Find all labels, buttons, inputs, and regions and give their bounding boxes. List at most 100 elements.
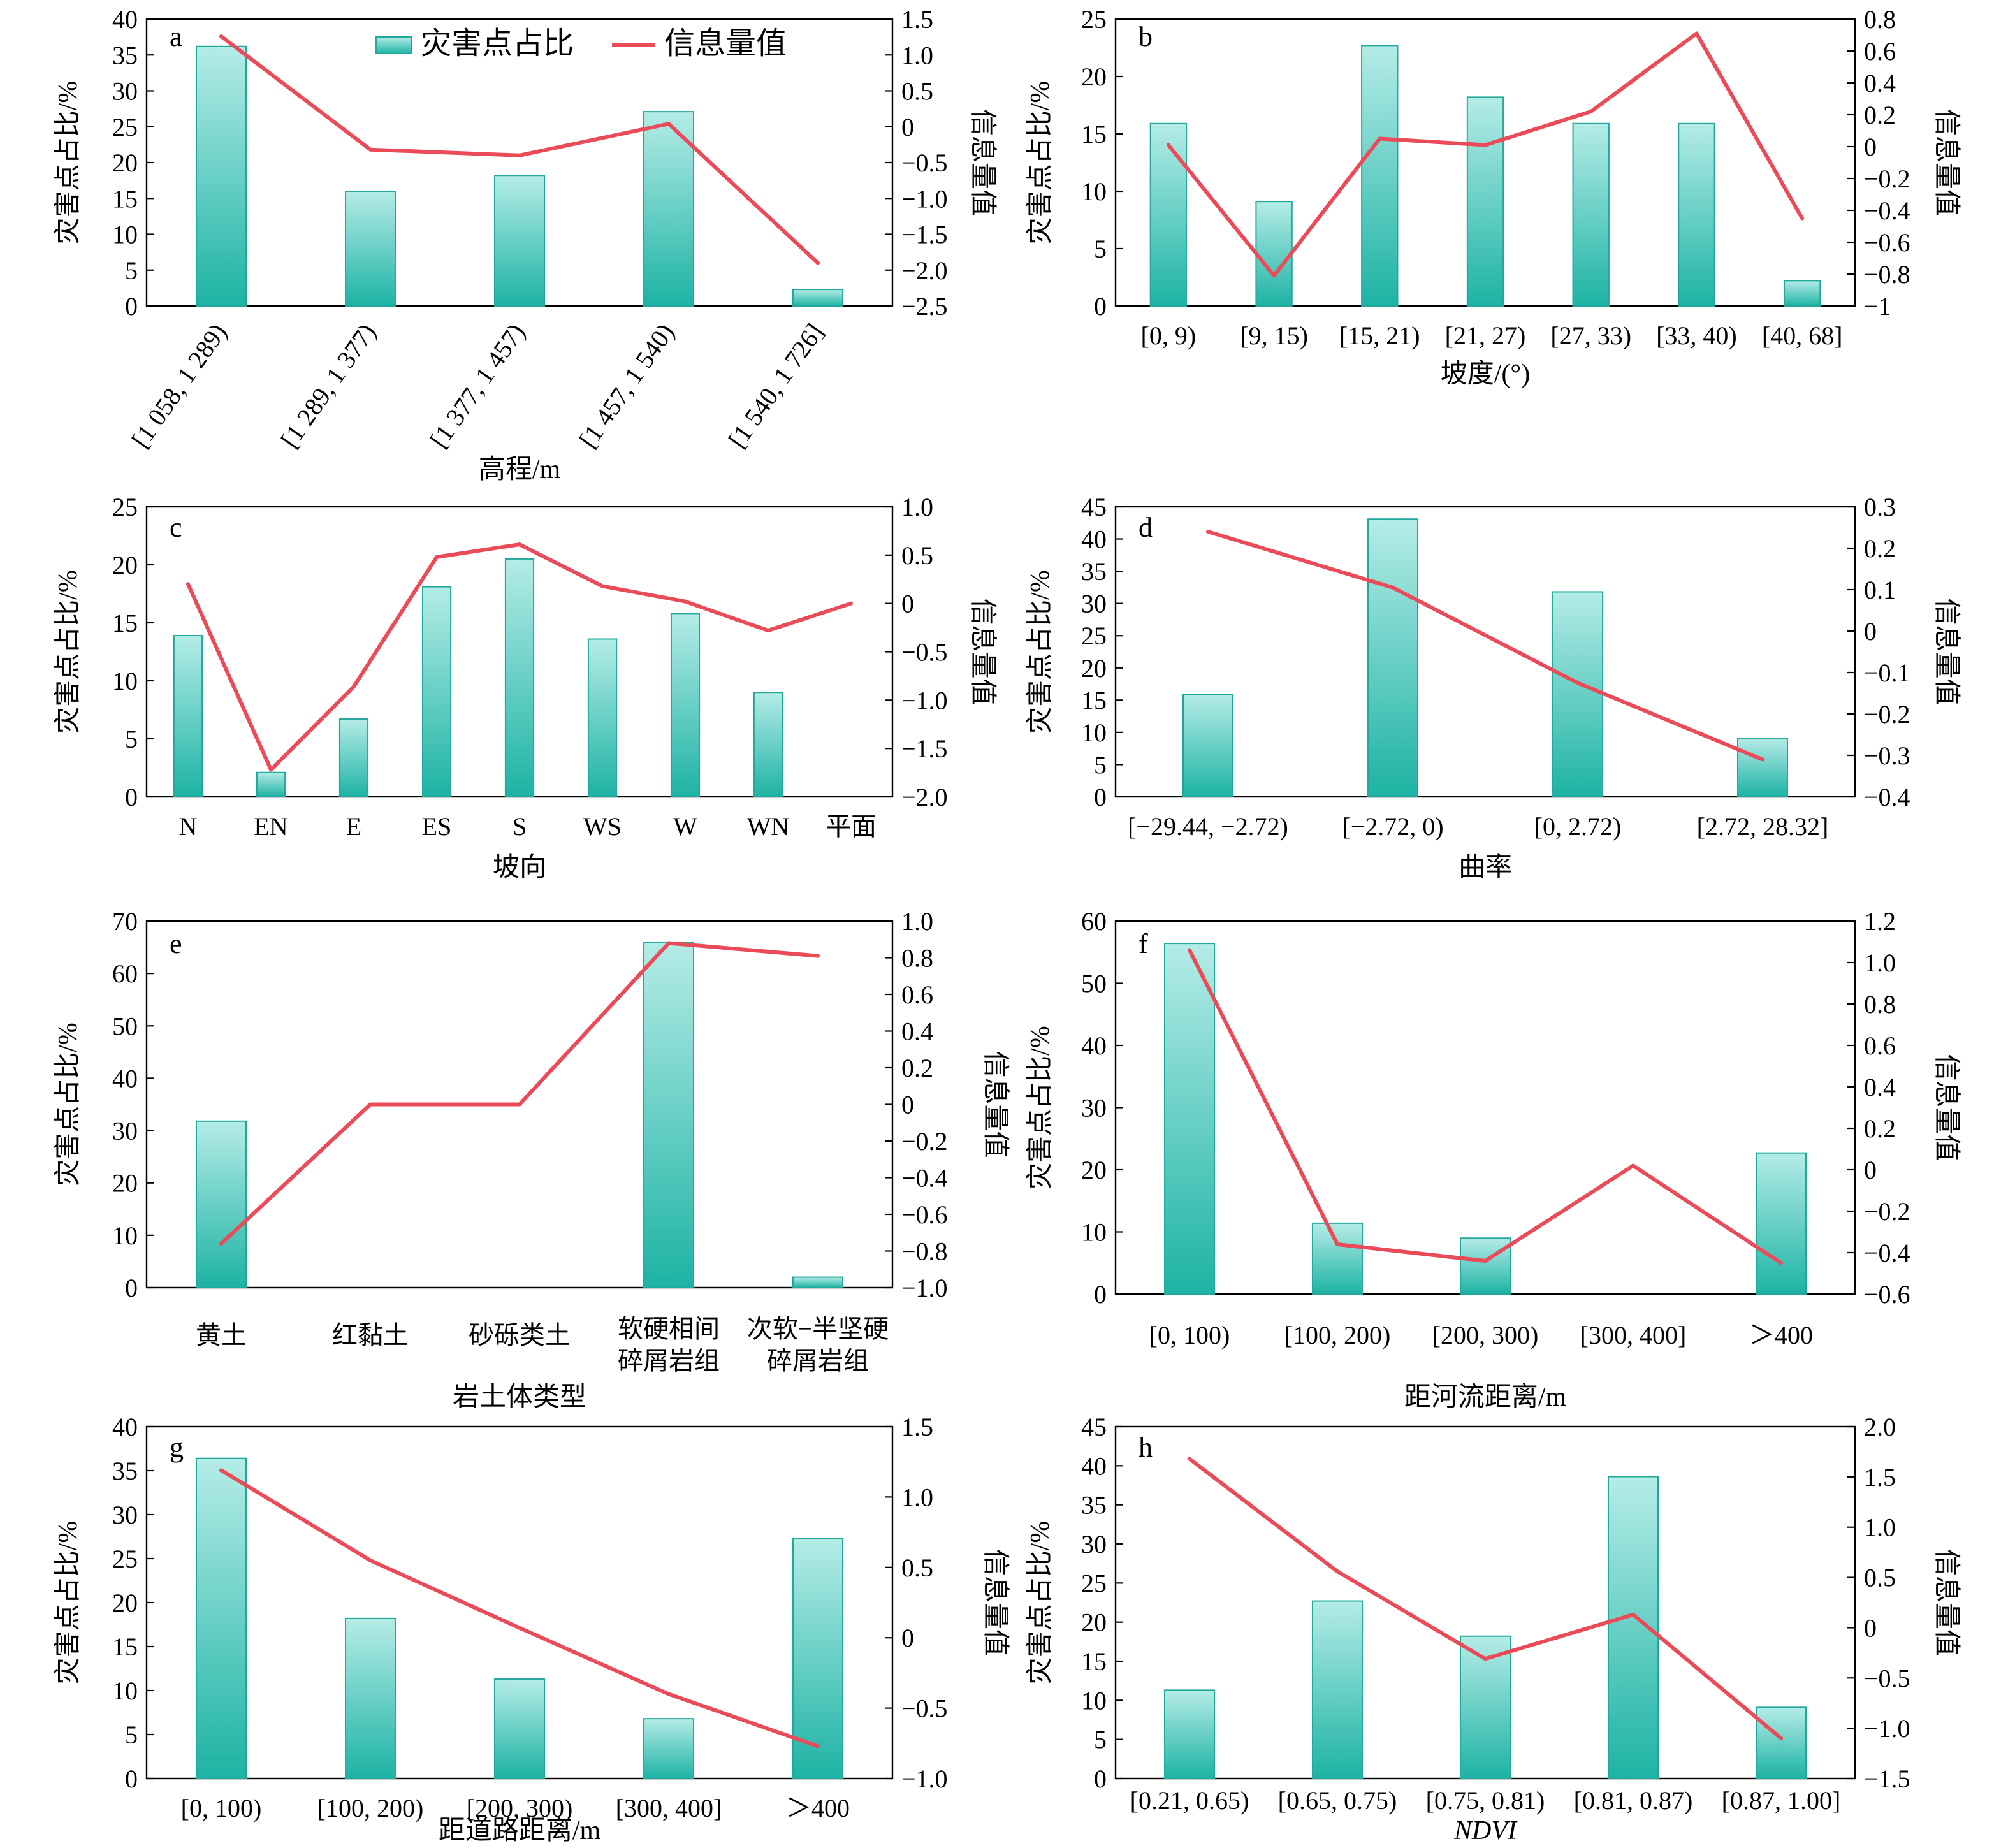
line-point	[219, 1242, 223, 1246]
y2-tick-label: 0.4	[1864, 69, 1896, 98]
x-tick-label-line: WN	[747, 812, 790, 841]
line-point	[849, 601, 853, 606]
x-tick-label: WN	[747, 812, 790, 841]
x-tick-label: [100, 200)	[1284, 1321, 1391, 1350]
y2-axis-title: 信息量值	[1932, 598, 1961, 705]
x-tick-label-line: [0, 2.72)	[1534, 812, 1622, 841]
bar	[196, 1457, 247, 1779]
y-tick-label: 10	[1081, 1218, 1107, 1247]
x-tick-label: WS	[583, 812, 622, 841]
y2-tick-label: −1.0	[1864, 1714, 1910, 1743]
chart-panel-d: 0 5 10 15 20 25 30 35 40 45 0.3 0.2 0.1 0 −0.1 −0.2 −0.3…	[1025, 493, 1961, 882]
y2-tick-label: 0.6	[1864, 37, 1896, 66]
x-tick-label: S	[513, 812, 527, 841]
line-point	[1631, 1163, 1635, 1168]
y2-tick-label: 1.0	[1864, 1513, 1896, 1542]
x-tick-label: ＞400	[1749, 1321, 1813, 1350]
x-tick-label: [100, 200)	[317, 1794, 424, 1823]
x-tick-label: [33, 40)	[1656, 321, 1737, 350]
line-point	[1779, 1261, 1783, 1265]
y2-tick-label: 1.0	[901, 41, 933, 69]
line-point	[1694, 31, 1699, 36]
y2-tick-label: 0.8	[1864, 990, 1896, 1019]
y-tick-label: 35	[1081, 1491, 1107, 1520]
x-tick-label-line: [0, 100)	[181, 1794, 262, 1823]
y2-axis-title: 信息量值	[968, 598, 998, 705]
y2-tick-label: 2.0	[1864, 1413, 1896, 1441]
x-tick-label: E	[346, 812, 361, 841]
x-tick-label-line: [300, 400]	[616, 1794, 722, 1823]
bar	[1255, 201, 1293, 307]
bar	[1312, 1600, 1363, 1779]
x-tick-label-line: [9, 15)	[1240, 321, 1308, 350]
x-tick-label: 黄土	[196, 1321, 247, 1350]
x-tick-label: 平面	[826, 812, 877, 841]
y-tick-label: 20	[1081, 654, 1107, 683]
bar	[1466, 96, 1504, 307]
y-tick-label: 40	[112, 1064, 138, 1093]
line-point	[600, 584, 604, 588]
bar	[1460, 1237, 1511, 1295]
y2-tick-label: 0.3	[1864, 493, 1896, 521]
legend: 灾害点占比 信息量值	[375, 27, 787, 61]
x-tick-label: 红黏土	[332, 1321, 409, 1350]
x-tick-label-line: [0.81, 0.87)	[1574, 1786, 1693, 1815]
y2-tick-label: −0.2	[1864, 700, 1910, 729]
x-tick-label-line: 红黏土	[332, 1321, 409, 1350]
y2-tick-label: −2.0	[901, 783, 948, 811]
y2-axis-title: 信息量值	[968, 109, 998, 216]
panel-letter: g	[170, 1432, 184, 1463]
y2-tick-label: −0.4	[1864, 196, 1910, 225]
bar	[1182, 694, 1233, 797]
x-tick-label: 软硬相间碎屑岩组	[618, 1314, 720, 1375]
bar	[421, 586, 452, 798]
x-tick-label-line: [0.75, 0.81)	[1426, 1786, 1545, 1815]
y2-tick-label: 0.6	[1864, 1031, 1896, 1060]
y-tick-label: 5	[125, 1721, 138, 1749]
x-axis-title: 坡向	[493, 853, 546, 882]
y2-axis-title: 信息量值	[1932, 1054, 1961, 1161]
y2-tick-label: −0.5	[1864, 1664, 1910, 1692]
x-tick-label: [200, 300)	[1432, 1321, 1539, 1350]
y-tick-label: 0	[125, 292, 138, 321]
y-tick-label: 40	[112, 1413, 138, 1441]
x-tick-label-line: [40, 68]	[1762, 321, 1843, 350]
x-tick-label: [1 058, 1 289)	[126, 318, 233, 453]
x-axis-title: 坡度/(°)	[1441, 360, 1530, 389]
legend-line-label: 信息量值	[664, 27, 787, 61]
y2-tick-label: −1.5	[901, 221, 948, 249]
line-point	[518, 1102, 521, 1107]
x-tick-label-line: [21, 27)	[1445, 321, 1526, 350]
info-value-line	[219, 941, 820, 1246]
y2-tick-label: 1.0	[1864, 949, 1896, 977]
y2-tick-label: −1.0	[901, 1764, 948, 1793]
x-tick-label: [1 457, 1 540)	[574, 318, 680, 453]
y-tick-label: 60	[1081, 907, 1107, 936]
y-tick-label: 20	[112, 1169, 138, 1198]
x-tick-label: [300, 400]	[616, 1794, 722, 1823]
y-tick-label: 10	[112, 1677, 138, 1705]
legend-bar-label: 灾害点占比	[421, 27, 574, 61]
y-tick-label: 25	[112, 493, 138, 521]
x-tick-label-line: 平面	[826, 812, 877, 841]
line-point	[518, 1626, 521, 1630]
y-axis-title: 灾害点占比/%	[53, 81, 83, 245]
line-point	[667, 941, 671, 945]
y-tick-label: 40	[112, 5, 138, 34]
y2-tick-label: 0.4	[901, 1017, 933, 1046]
x-tick-label-line: 软硬相间	[618, 1314, 720, 1343]
y-tick-label: 30	[112, 1501, 138, 1529]
x-tick-label-line: 砂砾类土	[469, 1321, 571, 1350]
x-tick-label-line: EN	[254, 812, 287, 841]
line-point	[1391, 585, 1395, 590]
y-tick-label: 0	[1094, 1280, 1107, 1309]
y-tick-label: 20	[1081, 1156, 1107, 1184]
panel-letter: d	[1139, 512, 1153, 543]
x-tick-label-line: WS	[583, 812, 622, 841]
y2-tick-label: 0	[901, 113, 914, 142]
y-tick-label: 40	[1081, 1451, 1107, 1480]
line-point	[1800, 216, 1805, 221]
x-axis-title: 高程/m	[479, 455, 561, 484]
x-tick-label: [0, 2.72)	[1534, 812, 1622, 841]
y-axis-title: 灾害点占比/%	[53, 1521, 83, 1685]
